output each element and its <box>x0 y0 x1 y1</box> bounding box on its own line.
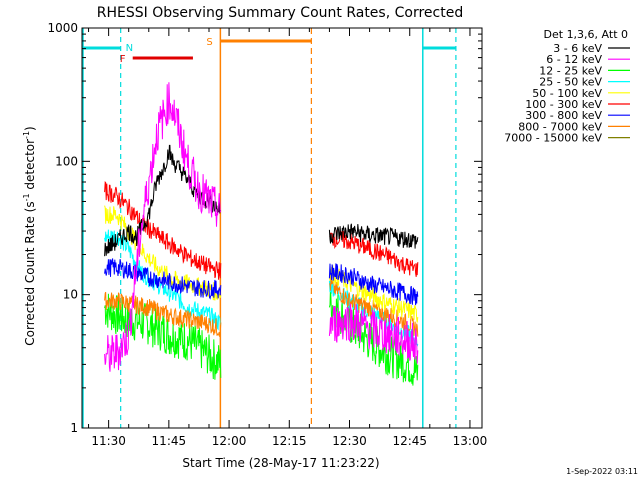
x-tick-label-0: 11:30 <box>91 434 126 448</box>
x-axis-label: Start Time (28-May-17 11:23:22) <box>182 456 379 470</box>
series-line-1-seg1 <box>104 82 222 372</box>
series-line-1-seg2 <box>328 303 419 364</box>
legend-label-3: 25 - 50 keV <box>539 76 602 89</box>
x-tick-label-1: 11:45 <box>152 434 187 448</box>
series-line-5-seg1 <box>104 181 222 280</box>
series-line-0-seg2 <box>328 223 419 249</box>
legend-label-1: 6 - 12 keV <box>546 53 602 66</box>
y-tick-label-2: 100 <box>55 154 78 168</box>
series-line-2-seg1 <box>104 293 222 380</box>
legend-label-4: 50 - 100 keV <box>532 87 602 100</box>
x-tick-label-4: 12:30 <box>332 434 367 448</box>
x-tick-label-5: 12:45 <box>392 434 427 448</box>
x-tick-label-3: 12:15 <box>272 434 307 448</box>
night-marker-label: N <box>126 43 133 54</box>
y-axis-label: Corrected Count Rate (s-1 detector-1) <box>22 126 37 345</box>
legend-label-5: 100 - 300 keV <box>525 98 602 111</box>
series-line-7-seg1 <box>104 291 222 338</box>
y-tick-label-3: 1000 <box>47 21 78 35</box>
series-line-5-seg2 <box>329 230 419 277</box>
legend-label-6: 300 - 800 keV <box>525 109 602 122</box>
legend-label-2: 12 - 25 keV <box>539 64 602 77</box>
series-line-6-seg2 <box>328 263 419 306</box>
legend-header: Det 1,3,6, Att 0 <box>544 28 628 41</box>
x-tick-label-6: 13:00 <box>453 434 488 448</box>
svg-text:Corrected Count Rate (s-1 dete: Corrected Count Rate (s-1 detector-1) <box>22 126 37 345</box>
y-tick-label-1: 10 <box>63 288 78 302</box>
series-line-6-seg1 <box>104 258 222 300</box>
y-tick-label-0: 1 <box>70 421 78 435</box>
x-tick-label-2: 12:00 <box>212 434 247 448</box>
legend-label-0: 3 - 6 keV <box>553 42 602 55</box>
series-line-0-seg1 <box>104 144 222 257</box>
chart-title: RHESSI Observing Summary Count Rates, Co… <box>97 5 463 21</box>
legend-label-7: 800 - 7000 keV <box>518 120 602 133</box>
saa-bar-label: S <box>206 37 212 48</box>
plot-frame <box>81 27 483 429</box>
footer-timestamp: 1-Sep-2022 03:11 <box>566 467 638 476</box>
flare-bar-label: F <box>120 54 126 65</box>
legend-label-8: 7000 - 15000 keV <box>504 132 602 145</box>
